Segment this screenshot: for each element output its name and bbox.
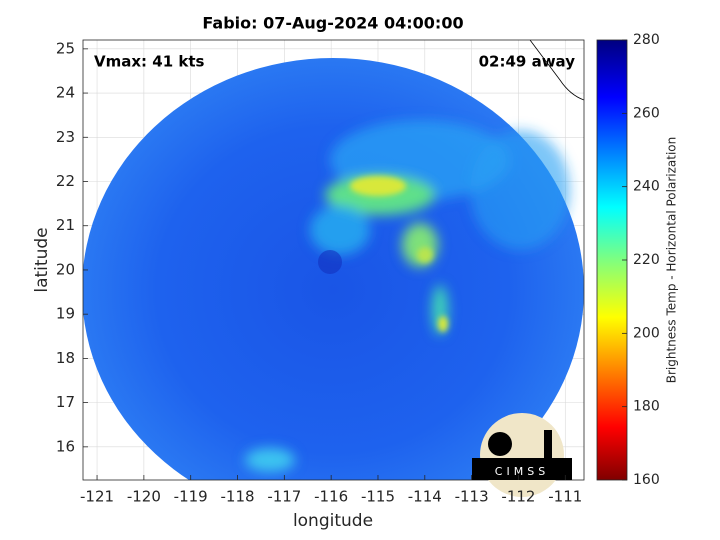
x-tick-label: -119 [174, 488, 208, 506]
x-tick-label: -112 [501, 488, 535, 506]
colorbar-tick-label: 220 [633, 252, 660, 268]
x-tick-label: -121 [80, 488, 114, 506]
y-tick-label: 23 [56, 128, 75, 146]
colorbar-tick-label: 200 [633, 325, 660, 341]
colorbar-tick-label: 280 [633, 32, 660, 48]
x-tick-label: -117 [267, 488, 301, 506]
y-tick-label: 19 [56, 305, 75, 323]
x-tick-label: -111 [548, 488, 582, 506]
y-tick-label: 18 [56, 349, 75, 367]
x-axis-label: longitude [293, 511, 373, 531]
colorbar-tick-label: 240 [633, 179, 660, 195]
x-tick-label: -114 [408, 488, 442, 506]
axes-box [82, 39, 585, 481]
y-tick-label: 16 [56, 437, 75, 455]
colorbar-tick-label: 260 [633, 105, 660, 121]
annotation: 02:49 away [479, 53, 576, 71]
y-tick-label: 21 [56, 216, 75, 234]
y-axis-label: latitude [32, 227, 52, 292]
logo: CIMSS [472, 413, 572, 497]
x-tick-label: -115 [361, 488, 395, 506]
y-tick-label: 24 [56, 84, 75, 102]
satellite-image [83, 40, 584, 480]
annotation: Vmax: 41 kts [94, 53, 204, 71]
y-tick-label: 22 [56, 172, 75, 190]
logo-text: CIMSS [495, 465, 549, 478]
x-tick-label: -118 [220, 488, 254, 506]
y-tick-label: 25 [56, 39, 75, 57]
x-tick-label: -113 [455, 488, 489, 506]
y-tick-label: 20 [56, 260, 75, 278]
chart-title: Fabio: 07-Aug-2024 04:00:00 [202, 14, 463, 33]
x-tick-label: -120 [127, 488, 161, 506]
colorbar-tick-label: 160 [633, 472, 660, 488]
y-tick-label: 17 [56, 393, 75, 411]
colorbar-tick-label: 180 [633, 399, 660, 415]
colorbar-label: Brightness Temp - Horizontal Polarizatio… [665, 137, 679, 384]
x-tick-label: -116 [314, 488, 348, 506]
